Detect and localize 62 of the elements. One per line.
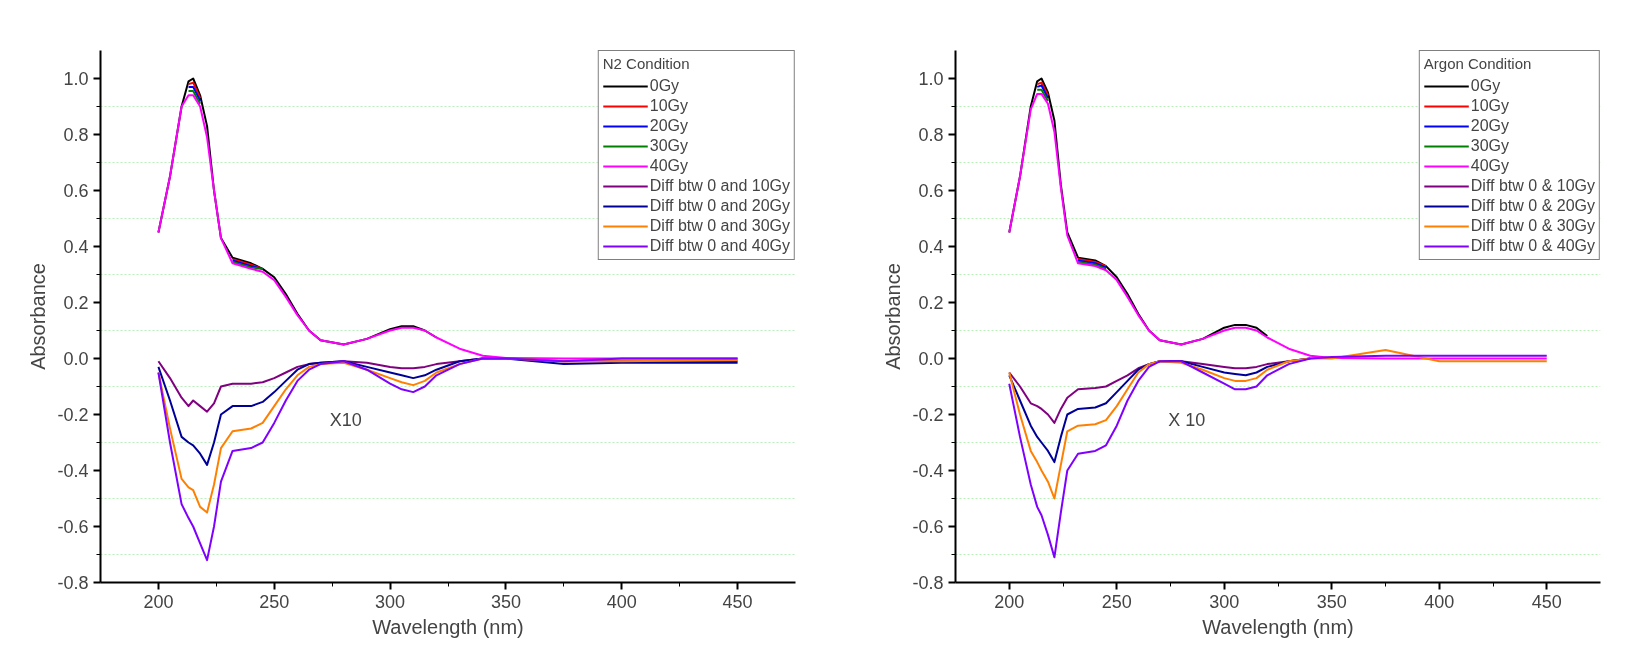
legend-label: Diff btw 0 & 30Gy (1470, 217, 1595, 235)
y-tick-label: 0.0 (63, 349, 89, 369)
x-tick-label: 250 (1101, 591, 1132, 612)
legend-label: 20Gy (649, 117, 689, 135)
y-tick-label: -0.6 (912, 517, 944, 537)
y-tick-label: 1.0 (918, 69, 944, 89)
x-tick-label: 450 (1531, 591, 1562, 612)
annotation: X 10 (1168, 410, 1206, 431)
y-tick-label: 0.2 (63, 293, 89, 313)
y-tick-label: -0.2 (912, 405, 944, 425)
legend-title: Argon Condition (1423, 55, 1533, 72)
legend-label: 30Gy (1470, 137, 1510, 155)
line-series (1008, 349, 1548, 500)
y-tick-label: -0.8 (57, 573, 89, 593)
line-series (157, 357, 739, 562)
legend-label: Diff btw 0 and 40Gy (649, 237, 790, 255)
y-tick-label: -0.4 (912, 461, 944, 481)
legend-label: 30Gy (649, 137, 689, 155)
legend-label: 40Gy (649, 157, 689, 175)
legend-label: 20Gy (1470, 117, 1510, 135)
y-axis-title: Absorbance (882, 263, 905, 370)
y-tick-label: -0.2 (57, 405, 89, 425)
legend-label: 0Gy (649, 77, 680, 95)
x-tick-label: 450 (722, 591, 753, 612)
x-tick-label: 400 (606, 591, 637, 612)
line-series (1008, 354, 1548, 559)
legend-label: Diff btw 0 and 20Gy (649, 197, 790, 215)
y-tick-label: 0.8 (918, 125, 944, 145)
legend-label: 40Gy (1470, 157, 1510, 175)
y-axis-title: Absorbance (27, 263, 50, 370)
x-axis-title: Wavelength (nm) (372, 615, 524, 638)
legend-label: 0Gy (1470, 77, 1501, 95)
y-tick-label: 0.6 (918, 181, 944, 201)
y-tick-label: 1.0 (63, 69, 89, 89)
x-axis-title: Wavelength (nm) (1202, 615, 1354, 638)
y-tick-label: -0.8 (912, 573, 944, 593)
legend-title: N2 Condition (602, 55, 691, 72)
annotation: X10 (329, 410, 362, 431)
x-tick-label: 200 (994, 591, 1025, 612)
x-tick-label: 350 (1316, 591, 1347, 612)
legend-label: Diff btw 0 and 30Gy (649, 217, 790, 235)
legend-label: Diff btw 0 & 10Gy (1470, 177, 1595, 195)
y-tick-label: 0.0 (918, 349, 944, 369)
y-tick-label: 0.6 (63, 181, 89, 201)
legend-label: Diff btw 0 & 20Gy (1470, 197, 1595, 215)
legend-label: Diff btw 0 & 40Gy (1470, 237, 1595, 255)
y-tick-label: -0.6 (57, 517, 89, 537)
legend-label: 10Gy (649, 97, 689, 115)
x-tick-label: 400 (1424, 591, 1455, 612)
legend-label: 10Gy (1470, 97, 1510, 115)
y-tick-label: 0.8 (63, 125, 89, 145)
line-series (157, 357, 739, 466)
y-tick-label: 0.4 (63, 237, 89, 257)
x-tick-label: 350 (490, 591, 521, 612)
legend-label: Diff btw 0 and 10Gy (649, 177, 790, 195)
x-tick-label: 300 (1209, 591, 1240, 612)
x-tick-label: 250 (259, 591, 290, 612)
y-tick-label: -0.4 (57, 461, 89, 481)
x-tick-label: 300 (375, 591, 406, 612)
y-tick-label: 0.2 (918, 293, 944, 313)
x-tick-label: 200 (143, 591, 174, 612)
y-tick-label: 0.4 (918, 237, 944, 257)
